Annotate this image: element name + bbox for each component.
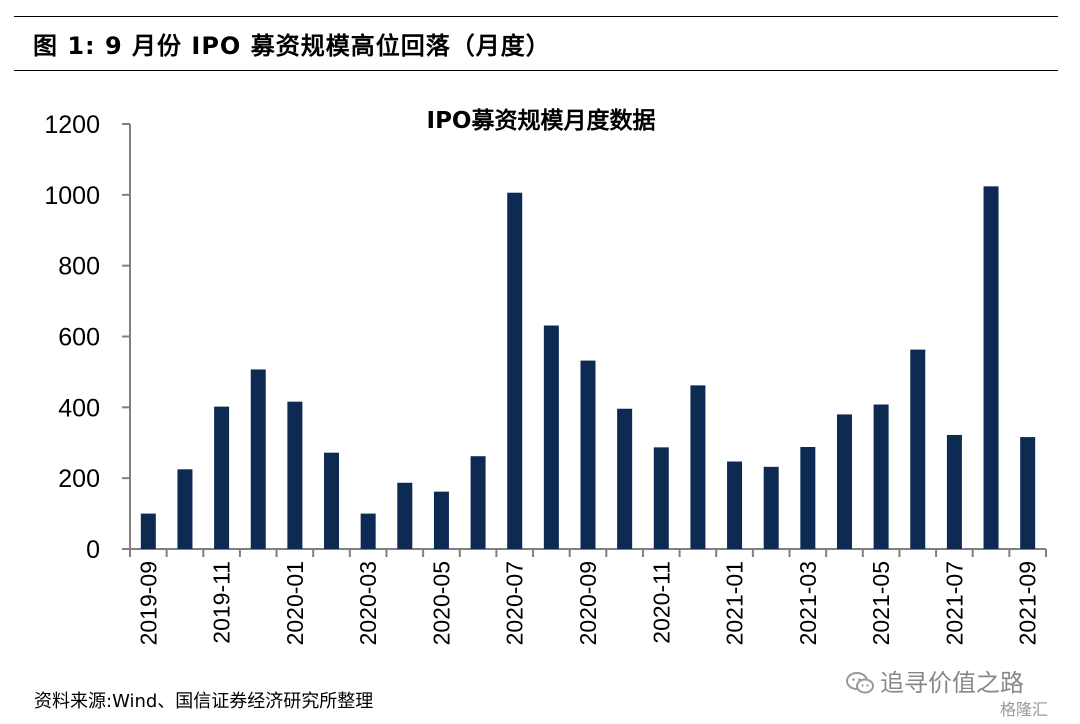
bar-2020-07 — [507, 192, 523, 550]
x-tick-label: 2020-11 — [648, 561, 674, 644]
bar-2020-04 — [397, 482, 413, 549]
x-tick-label: 2020-05 — [428, 561, 454, 645]
bar-2021-08 — [983, 186, 999, 550]
bar-2020-02 — [324, 452, 340, 549]
x-tick-label: 2020-03 — [355, 561, 381, 645]
y-tick-label: 1000 — [44, 182, 100, 210]
bar-2021-03 — [800, 447, 816, 549]
watermark: 追寻价值之路 — [846, 663, 1024, 698]
x-tick-label: 2021-05 — [868, 561, 894, 645]
bar-2020-05 — [433, 491, 449, 549]
bar-2019-11 — [214, 406, 230, 549]
x-tick-label: 2021-01 — [722, 561, 748, 645]
bar-2020-01 — [287, 401, 303, 549]
bar-2020-10 — [617, 408, 633, 549]
brand-logo: 格隆汇 — [1000, 700, 1049, 719]
source-note: 资料来源:Wind、国信证券经济研究所整理 — [34, 691, 374, 712]
bar-2021-05 — [873, 404, 889, 549]
chart-title: IPO募资规模月度数据 — [427, 107, 656, 134]
bar-2020-06 — [470, 456, 486, 549]
bar-2019-10 — [177, 469, 193, 549]
top-rule — [14, 16, 1058, 17]
x-axis: 2019-09 2019-11 2020-01 2020-03 2020-05 2020-… — [129, 548, 1047, 645]
bar-2019-12 — [250, 369, 266, 549]
bar-2020-09 — [580, 360, 596, 549]
y-tick-label: 1200 — [44, 111, 100, 139]
y-tick-label: 800 — [58, 253, 100, 281]
x-tick-label: 2021-03 — [795, 561, 821, 645]
x-tick-label: 2019-09 — [135, 561, 161, 645]
bar-2021-04 — [836, 414, 852, 549]
bar-2021-07 — [946, 434, 962, 549]
y-tick-label: 400 — [58, 394, 100, 422]
bar-2021-02 — [763, 466, 779, 549]
x-tick-label: 2019-11 — [209, 561, 235, 644]
y-tick-label: 600 — [58, 324, 100, 352]
bar-2021-01 — [727, 461, 743, 549]
wechat-icon — [846, 672, 874, 694]
x-tick-label: 2021-09 — [1015, 561, 1041, 645]
bar-2020-11 — [653, 447, 669, 549]
y-tick-label: 200 — [58, 465, 100, 493]
bar-2021-06 — [910, 349, 926, 549]
x-tick-label: 2020-01 — [282, 561, 308, 645]
y-axis: 0 200 400 600 800 1000 1200 — [44, 111, 131, 564]
bar-2020-08 — [543, 325, 559, 549]
bar-2020-12 — [690, 385, 706, 549]
x-tick-label: 2020-09 — [575, 561, 601, 645]
bar-2019-09 — [140, 513, 156, 549]
bar-2021-09 — [1020, 437, 1036, 549]
bars — [140, 186, 1036, 550]
watermark-text: 追寻价值之路 — [880, 669, 1024, 697]
title-rule — [14, 70, 1058, 71]
y-tick-label: 0 — [86, 536, 100, 564]
figure-title: 图 1: 9 月份 IPO 募资规模高位回落（月度） — [33, 32, 551, 60]
x-tick-label: 2021-07 — [941, 561, 967, 645]
x-tick-label: 2020-07 — [502, 561, 528, 645]
bar-2020-03 — [360, 513, 376, 549]
